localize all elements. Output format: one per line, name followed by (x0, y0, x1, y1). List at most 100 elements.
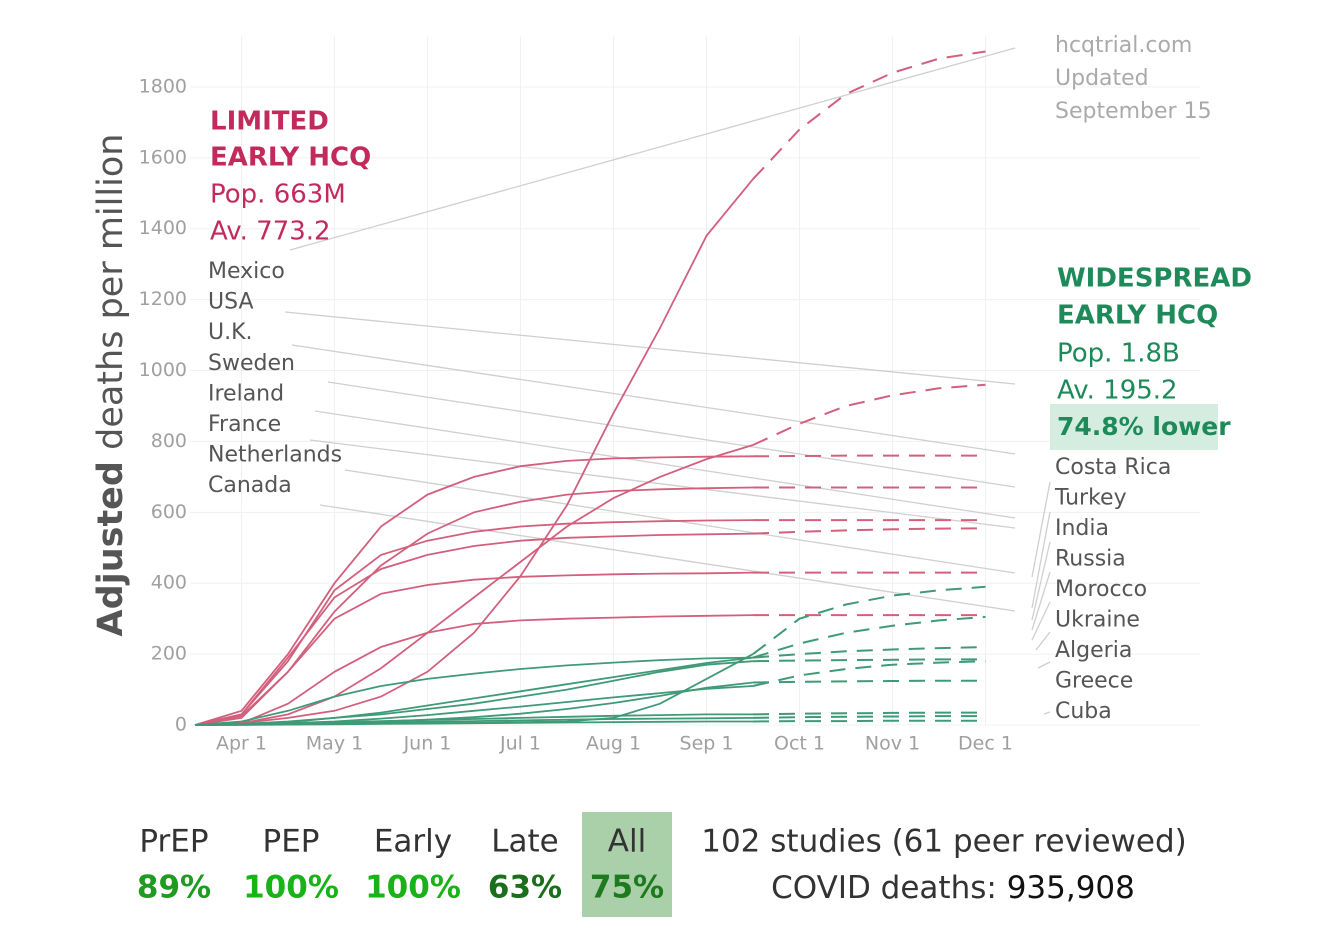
projection-line (752, 527, 986, 535)
deaths-value: 935,908 (1007, 870, 1135, 906)
projection-line (752, 585, 986, 655)
arrow (1037, 661, 1051, 669)
footer: PrEP 89% PEP 100% Early 100% Late 63% All 75% 102 … (137, 812, 1187, 917)
stat-label: PEP (263, 824, 320, 860)
arrow (314, 410, 1016, 519)
projection-line (752, 719, 986, 723)
country-label: India (1055, 516, 1109, 541)
arrow (1031, 511, 1051, 609)
stat-label: Early (374, 824, 452, 860)
projection-line (752, 50, 986, 180)
y-tick-label: 1600 (139, 146, 187, 168)
stat-value: 75% (590, 870, 664, 906)
country-label: Ukraine (1055, 608, 1140, 633)
group-pop: Pop. 1.8B (1057, 339, 1180, 369)
arrow (1031, 481, 1051, 578)
series-line (194, 571, 754, 726)
y-tick-label: 800 (151, 430, 187, 452)
group-title: WIDESPREAD (1057, 264, 1252, 294)
grid: 0 200 400 600 800 1000 1200 1400 1600 1800 Apr 1 Ma… (139, 36, 1200, 755)
lines (194, 50, 986, 726)
series-line (194, 455, 754, 726)
y-axis-title: Adjusted deaths per million (91, 134, 131, 637)
country-label: Greece (1055, 669, 1133, 694)
y-tick-label: 200 (151, 643, 187, 665)
country-label: U.K. (208, 320, 253, 345)
series-line (194, 656, 754, 726)
country-label: USA (208, 290, 254, 315)
arrow (1031, 601, 1051, 641)
x-tick-label: May 1 (306, 733, 363, 755)
y-tick-label: 600 (151, 501, 187, 523)
x-tick-label: Jul 1 (499, 733, 541, 755)
deaths: COVID deaths: 935,908 (771, 870, 1135, 906)
series-line (194, 614, 754, 726)
highlight-box (1050, 404, 1218, 450)
series-line (194, 532, 754, 726)
country-label: Algeria (1055, 638, 1132, 663)
arrow (289, 47, 1016, 251)
y-axis-title-rest: deaths per million (91, 134, 131, 450)
country-label: Canada (208, 473, 292, 498)
projection-line (752, 679, 986, 684)
source-note: Updated (1055, 66, 1149, 91)
country-label: Costa Rica (1055, 455, 1171, 480)
group-avg: Av. 195.2 (1057, 376, 1178, 406)
projection-line (752, 454, 986, 458)
x-tick-label: Jun 1 (403, 733, 452, 755)
group-title: LIMITED (210, 107, 329, 137)
projection-line (752, 715, 986, 719)
studies: 102 studies (61 peer reviewed) (701, 824, 1187, 860)
x-tick-label: Dec 1 (958, 733, 1013, 755)
group-title: EARLY HCQ (1057, 301, 1218, 331)
stat-label: All (608, 824, 646, 860)
x-tick-label: Aug 1 (586, 733, 641, 755)
country-label: Mexico (208, 259, 285, 284)
arrow (327, 381, 1016, 488)
arrow (1043, 711, 1051, 715)
stat-value: 100% (365, 870, 461, 906)
stat-label: Late (491, 824, 559, 860)
country-label: Netherlands (208, 443, 342, 468)
projection-line (752, 646, 986, 659)
arrow (319, 504, 1016, 612)
x-tick-label: Nov 1 (865, 733, 920, 755)
x-tick-label: Sep 1 (680, 733, 734, 755)
series-line (194, 519, 754, 726)
source-note: hcqtrial.com (1055, 33, 1192, 58)
projection-line (752, 658, 986, 663)
y-tick-label: 1400 (139, 217, 187, 239)
arrow (1035, 631, 1051, 651)
series-line (194, 444, 754, 726)
country-label: Turkey (1054, 486, 1127, 511)
group-title: EARLY HCQ (210, 143, 371, 173)
stat-value: 100% (243, 870, 339, 906)
x-tick-label: Apr 1 (216, 733, 267, 755)
series-line (194, 660, 754, 726)
country-label: Morocco (1055, 577, 1147, 602)
stat-label: PrEP (139, 824, 208, 860)
stat-value: 63% (488, 870, 562, 906)
series-line (194, 178, 754, 726)
y-axis-title-bold: Adjusted (91, 461, 131, 636)
y-tick-label: 1800 (139, 75, 187, 97)
projection-line (752, 615, 986, 659)
selected-box (582, 812, 672, 917)
group-lower: 74.8% lower (1057, 412, 1231, 441)
y-tick-label: 0 (175, 714, 187, 736)
arrow (309, 439, 1016, 529)
country-label: France (208, 412, 281, 437)
arrow (1031, 571, 1051, 631)
arrow (291, 344, 1016, 455)
projection-line (752, 711, 986, 716)
y-tick-label: 1200 (139, 288, 187, 310)
country-label: Cuba (1055, 699, 1112, 724)
series-line (195, 720, 753, 726)
projection-line (752, 660, 986, 687)
y-tick-label: 400 (151, 572, 187, 594)
country-label: Sweden (208, 351, 295, 376)
group-pop: Pop. 663M (210, 180, 346, 210)
y-tick-label: 1000 (139, 359, 187, 381)
